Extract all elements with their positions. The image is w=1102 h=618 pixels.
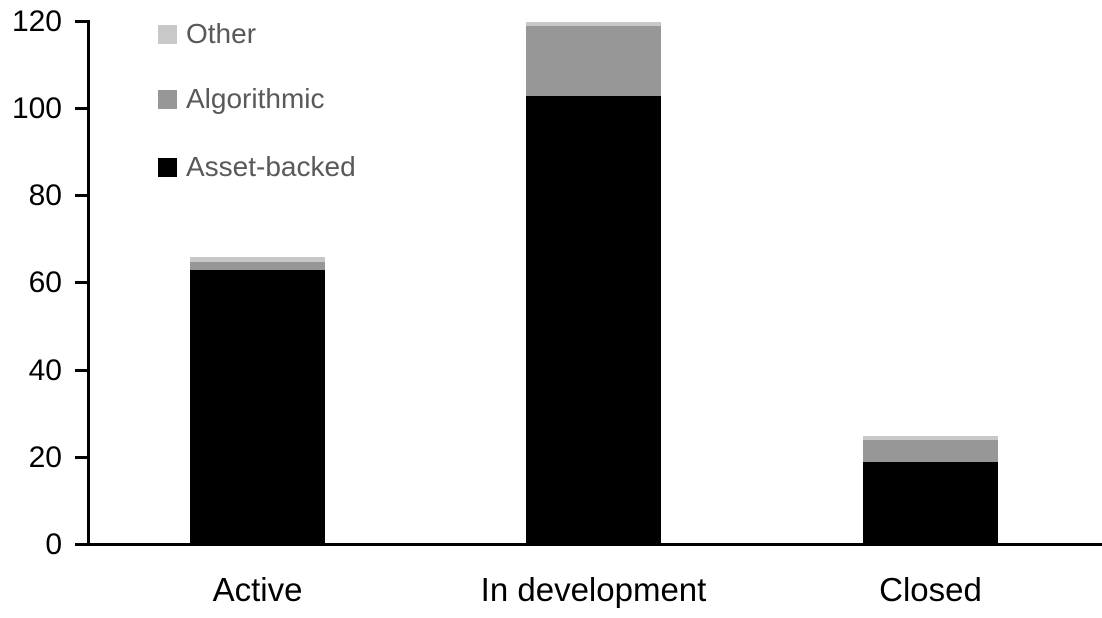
y-tick-mark-20 — [75, 455, 87, 459]
y-tick-label-60: 60 — [28, 266, 62, 300]
legend-item-asset-backed: Asset-backed — [158, 153, 356, 181]
bar-segment-closed-other — [863, 436, 998, 441]
bar-segment-active-other — [190, 257, 325, 262]
y-tick-mark-40 — [75, 368, 87, 372]
y-axis-line — [87, 20, 90, 545]
y-tick-label-40: 40 — [28, 353, 62, 387]
x-axis-label-active: Active — [212, 571, 303, 608]
bar-segment-in-development-other — [526, 21, 661, 27]
legend-label-asset-backed: Asset-backed — [186, 151, 356, 182]
y-tick-label-0: 0 — [45, 528, 62, 561]
y-tick-label-20: 20 — [28, 440, 62, 474]
y-tick-label-120: 120 — [11, 4, 62, 38]
y-tick-mark-60 — [75, 281, 87, 285]
x-axis-label-closed: Closed — [879, 571, 982, 608]
y-tick-label-80: 80 — [28, 179, 62, 213]
other-legend-swatch-icon — [158, 24, 177, 44]
bar-segment-closed-algorithmic — [863, 440, 998, 463]
y-tick-mark-100 — [75, 107, 87, 110]
bar-segment-active-algorithmic — [190, 261, 325, 271]
bar-segment-in-development-algorithmic — [526, 26, 661, 96]
legend-item-other: Other — [158, 20, 256, 48]
x-axis-label-in-development: In development — [480, 571, 707, 608]
legend-label-algorithmic: Algorithmic — [186, 83, 325, 114]
bar-segment-closed-asset-backed — [863, 462, 998, 545]
bar-segment-in-development-asset-backed — [526, 95, 661, 545]
y-tick-mark-80 — [75, 194, 87, 198]
algorithmic-legend-swatch-icon — [158, 89, 177, 109]
legend-item-algorithmic: Algorithmic — [158, 85, 324, 113]
y-tick-mark-120 — [75, 19, 87, 23]
legend-label-other: Other — [186, 18, 257, 49]
bar-segment-active-asset-backed — [190, 270, 325, 545]
asset-backed-legend-swatch-icon — [158, 157, 177, 177]
y-tick-mark-0 — [75, 543, 87, 546]
y-tick-label-100: 100 — [11, 92, 62, 125]
